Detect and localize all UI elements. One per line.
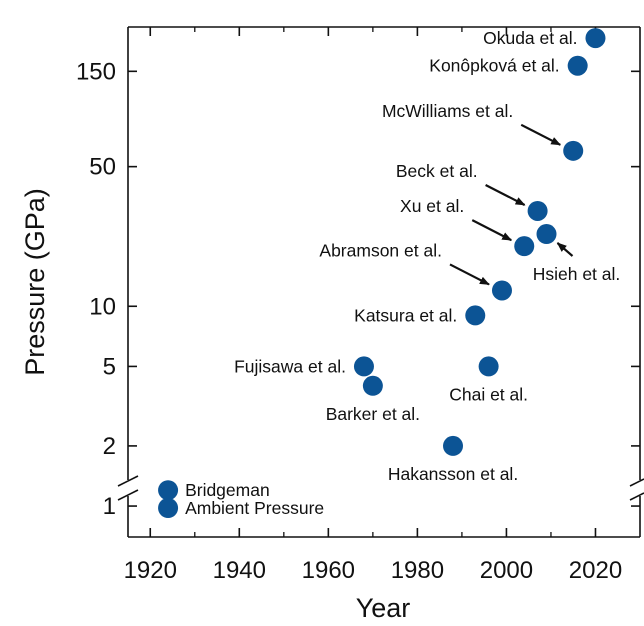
x-tick-label-1920: 1920 — [124, 557, 177, 584]
x-ticks: 1920 1940 1960 1980 2000 2020 — [124, 27, 622, 584]
x-tick-label-2000: 2000 — [480, 557, 533, 584]
arrow-xu-et-al — [471, 219, 513, 242]
point-ambient-pressure — [158, 498, 179, 518]
label-chai-et-al: Chai et al. — [449, 384, 528, 404]
arrow-abramson-et-al — [449, 263, 490, 286]
label-ambient-pressure: Ambient Pressure — [185, 498, 324, 518]
arrow-hsieh-et-al — [556, 242, 574, 257]
annotation-arrows — [449, 123, 574, 286]
label-hakansson-et-al: Hakansson et al. — [388, 464, 518, 484]
label-barker-et-al: Barker et al. — [326, 404, 420, 424]
point-mcwilliams-et-al — [563, 140, 584, 161]
x-tick-label-1940: 1940 — [213, 557, 266, 584]
label-fujisawa-et-al: Fujisawa et al. — [234, 356, 346, 376]
label-katsura-et-al: Katsura et al. — [354, 305, 457, 325]
point-kon-pkov-et-al — [567, 55, 588, 76]
axis-break-right — [629, 478, 644, 501]
y-tick-label-50: 50 — [89, 154, 116, 181]
label-beck-et-al: Beck et al. — [396, 161, 478, 181]
label-abramson-et-al: Abramson et al. — [319, 240, 442, 260]
point-xu-et-al — [514, 236, 535, 257]
y-tick-label-150: 150 — [76, 58, 116, 85]
axis-break-left — [117, 475, 139, 501]
y-axis-title: Pressure (GPa) — [20, 188, 50, 376]
y-tick-label-5: 5 — [103, 353, 116, 380]
x-tick-label-1960: 1960 — [302, 557, 355, 584]
point-katsura-et-al — [465, 305, 486, 326]
label-kon-pkov-et-al: Konôpková et al. — [429, 56, 559, 76]
y-tick-label-1: 1 — [103, 493, 116, 520]
x-tick-label-1980: 1980 — [391, 557, 444, 584]
y-tick-label-10: 10 — [89, 293, 116, 320]
point-barker-et-al — [362, 375, 383, 396]
point-fujisawa-et-al — [353, 356, 374, 377]
point-hakansson-et-al — [443, 435, 464, 456]
point-abramson-et-al — [491, 280, 512, 301]
x-axis-title: Year — [356, 593, 411, 623]
point-bridgeman — [158, 480, 179, 501]
label-xu-et-al: Xu et al. — [400, 196, 464, 216]
label-hsieh-et-al: Hsieh et al. — [533, 264, 621, 284]
label-okuda-et-al: Okuda et al. — [483, 28, 577, 48]
arrow-mcwilliams-et-al — [520, 123, 562, 146]
y-tick-label-2: 2 — [103, 433, 116, 460]
point-beck-et-al — [527, 200, 548, 221]
x-tick-label-2020: 2020 — [569, 557, 622, 584]
point-okuda-et-al — [585, 28, 606, 49]
y-ticks: 1 2 5 10 50 150 — [76, 58, 640, 520]
point-hsieh-et-al — [536, 224, 557, 245]
arrow-beck-et-al — [485, 183, 526, 206]
point-chai-et-al — [478, 356, 499, 377]
label-mcwilliams-et-al: McWilliams et al. — [382, 101, 513, 121]
axes-frame — [117, 26, 644, 538]
data-points — [158, 28, 606, 518]
label-bridgeman: Bridgeman — [185, 480, 270, 500]
